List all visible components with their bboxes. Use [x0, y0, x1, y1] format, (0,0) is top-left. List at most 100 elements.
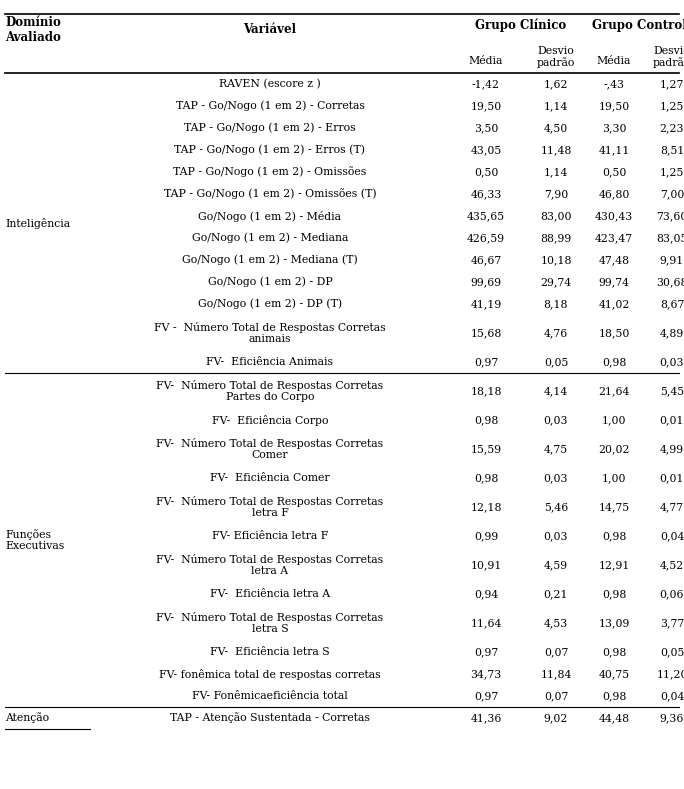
- Text: 19,50: 19,50: [471, 101, 501, 111]
- Text: -,43: -,43: [603, 79, 624, 89]
- Text: FV-  Eficiência Animais: FV- Eficiência Animais: [207, 357, 334, 367]
- Text: 11,48: 11,48: [540, 145, 572, 155]
- Text: 0,98: 0,98: [602, 531, 626, 541]
- Text: 88,99: 88,99: [540, 233, 572, 243]
- Text: Go/Nogo (1 em 2) - Mediana: Go/Nogo (1 em 2) - Mediana: [192, 233, 348, 243]
- Text: 18,50: 18,50: [598, 328, 630, 338]
- Text: 4,52: 4,52: [660, 560, 684, 570]
- Text: 435,65: 435,65: [467, 211, 505, 221]
- Text: 7,00: 7,00: [660, 189, 684, 199]
- Text: Funções
Executivas: Funções Executivas: [5, 529, 64, 552]
- Text: 0,98: 0,98: [602, 589, 626, 599]
- Text: 426,59: 426,59: [467, 233, 505, 243]
- Text: Go/Nogo (1 em 2) - DP (T): Go/Nogo (1 em 2) - DP (T): [198, 299, 342, 309]
- Text: 34,73: 34,73: [471, 669, 501, 679]
- Text: 8,51: 8,51: [660, 145, 684, 155]
- Text: FV-  Eficiência letra A: FV- Eficiência letra A: [210, 589, 330, 599]
- Text: 0,98: 0,98: [474, 415, 498, 425]
- Text: 46,80: 46,80: [598, 189, 630, 199]
- Text: 43,05: 43,05: [471, 145, 501, 155]
- Text: FV-  Número Total de Respostas Corretas
Partes do Corpo: FV- Número Total de Respostas Corretas P…: [157, 380, 384, 402]
- Text: 0,50: 0,50: [474, 167, 498, 177]
- Text: 1,25: 1,25: [660, 101, 684, 111]
- Text: 0,50: 0,50: [602, 167, 626, 177]
- Text: 30,68: 30,68: [656, 277, 684, 287]
- Text: Go/Nogo (1 em 2) - Mediana (T): Go/Nogo (1 em 2) - Mediana (T): [182, 255, 358, 265]
- Text: 1,62: 1,62: [544, 79, 568, 89]
- Text: 4,99: 4,99: [660, 444, 684, 454]
- Text: 10,18: 10,18: [540, 255, 572, 265]
- Text: 1,00: 1,00: [602, 473, 627, 483]
- Text: 4,76: 4,76: [544, 328, 568, 338]
- Text: 0,97: 0,97: [474, 647, 498, 657]
- Text: 0,07: 0,07: [544, 691, 568, 701]
- Text: TAP - Go/Nogo (1 em 2) - Erros (T): TAP - Go/Nogo (1 em 2) - Erros (T): [174, 144, 365, 155]
- Text: 9,02: 9,02: [544, 713, 568, 723]
- Text: 20,02: 20,02: [598, 444, 630, 454]
- Text: TAP - Go/Nogo (1 em 2) - Omissões (T): TAP - Go/Nogo (1 em 2) - Omissões (T): [163, 189, 376, 200]
- Text: 0,98: 0,98: [474, 473, 498, 483]
- Text: FV-  Eficiência letra S: FV- Eficiência letra S: [210, 647, 330, 657]
- Text: 11,64: 11,64: [471, 618, 501, 628]
- Text: 1,14: 1,14: [544, 101, 568, 111]
- Text: 4,53: 4,53: [544, 618, 568, 628]
- Text: Inteligência: Inteligência: [5, 218, 70, 229]
- Text: 46,67: 46,67: [471, 255, 501, 265]
- Text: TAP - Go/Nogo (1 em 2) - Corretas: TAP - Go/Nogo (1 em 2) - Corretas: [176, 101, 365, 111]
- Text: 0,01: 0,01: [660, 415, 684, 425]
- Text: 29,74: 29,74: [540, 277, 572, 287]
- Text: 7,90: 7,90: [544, 189, 568, 199]
- Text: 0,03: 0,03: [660, 357, 684, 367]
- Text: 8,18: 8,18: [544, 299, 568, 309]
- Text: 73,60: 73,60: [657, 211, 684, 221]
- Text: Desvio
padrão: Desvio padrão: [653, 46, 684, 69]
- Text: FV- Fonêmicaeficiência total: FV- Fonêmicaeficiência total: [192, 691, 348, 701]
- Text: 4,50: 4,50: [544, 123, 568, 133]
- Text: TAP - Go/Nogo (1 em 2) - Omissões: TAP - Go/Nogo (1 em 2) - Omissões: [173, 166, 367, 178]
- Text: FV -  Número Total de Respostas Corretas
animais: FV - Número Total de Respostas Corretas …: [154, 322, 386, 344]
- Text: 1,25: 1,25: [660, 167, 684, 177]
- Text: Grupo Controle: Grupo Controle: [592, 19, 684, 32]
- Text: 40,75: 40,75: [598, 669, 629, 679]
- Text: 0,03: 0,03: [544, 415, 568, 425]
- Text: FV-  Número Total de Respostas Corretas
Comer: FV- Número Total de Respostas Corretas C…: [157, 438, 384, 460]
- Text: Grupo Clínico: Grupo Clínico: [475, 19, 566, 32]
- Text: 0,04: 0,04: [660, 691, 684, 701]
- Text: -1,42: -1,42: [472, 79, 500, 89]
- Text: 0,03: 0,03: [544, 531, 568, 541]
- Text: 44,48: 44,48: [598, 713, 629, 723]
- Text: 1,00: 1,00: [602, 415, 627, 425]
- Text: 47,48: 47,48: [598, 255, 629, 265]
- Text: 2,23: 2,23: [660, 123, 684, 133]
- Text: 0,21: 0,21: [544, 589, 568, 599]
- Text: 41,11: 41,11: [598, 145, 630, 155]
- Text: 0,06: 0,06: [660, 589, 684, 599]
- Text: 430,43: 430,43: [595, 211, 633, 221]
- Text: 4,75: 4,75: [544, 444, 568, 454]
- Text: 0,05: 0,05: [660, 647, 684, 657]
- Text: 13,09: 13,09: [598, 618, 630, 628]
- Text: 3,77: 3,77: [660, 618, 684, 628]
- Text: 5,45: 5,45: [660, 386, 684, 396]
- Text: Atenção: Atenção: [5, 712, 49, 724]
- Text: FV-  Eficiência Comer: FV- Eficiência Comer: [210, 473, 330, 483]
- Text: 0,03: 0,03: [544, 473, 568, 483]
- Text: Go/Nogo (1 em 2) - DP: Go/Nogo (1 em 2) - DP: [208, 277, 332, 287]
- Text: TAP - Go/Nogo (1 em 2) - Erros: TAP - Go/Nogo (1 em 2) - Erros: [184, 123, 356, 133]
- Text: 1,27: 1,27: [660, 79, 684, 89]
- Text: TAP - Atenção Sustentada - Corretas: TAP - Atenção Sustentada - Corretas: [170, 712, 370, 724]
- Text: Média: Média: [597, 56, 631, 66]
- Text: 1,14: 1,14: [544, 167, 568, 177]
- Text: 0,98: 0,98: [602, 647, 626, 657]
- Text: 0,98: 0,98: [602, 691, 626, 701]
- Text: 5,46: 5,46: [544, 502, 568, 512]
- Text: 9,36: 9,36: [660, 713, 684, 723]
- Text: 19,50: 19,50: [598, 101, 630, 111]
- Text: 83,05: 83,05: [657, 233, 684, 243]
- Text: 0,01: 0,01: [660, 473, 684, 483]
- Text: 14,75: 14,75: [598, 502, 629, 512]
- Text: 0,98: 0,98: [602, 357, 626, 367]
- Text: 41,36: 41,36: [471, 713, 501, 723]
- Text: 12,91: 12,91: [598, 560, 630, 570]
- Text: 15,59: 15,59: [471, 444, 501, 454]
